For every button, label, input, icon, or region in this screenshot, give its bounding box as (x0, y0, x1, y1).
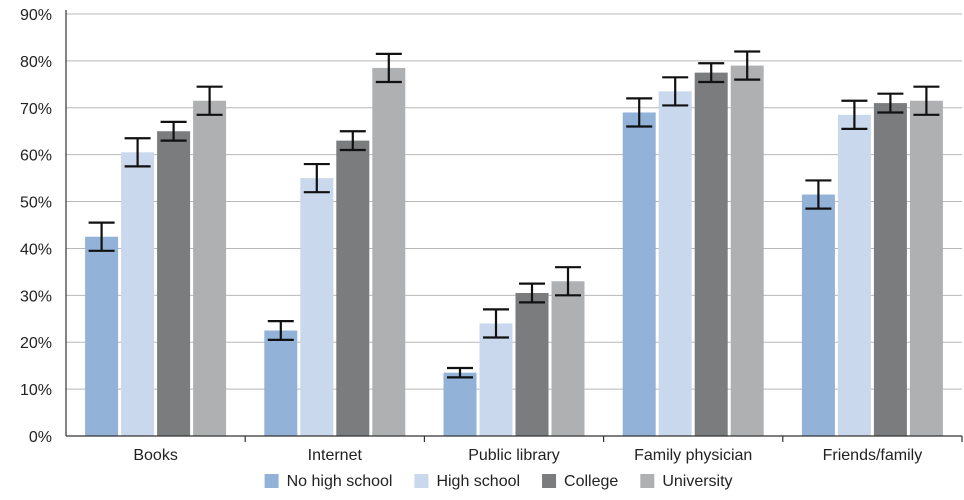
bars (85, 65, 943, 437)
bar (801, 194, 835, 436)
error-bars (88, 50, 940, 379)
error-bar (734, 50, 761, 81)
error-bar (662, 76, 689, 107)
error-bar (124, 137, 151, 168)
error-bar (339, 130, 366, 152)
x-tick-label: Public library (468, 447, 560, 464)
error-bar (555, 266, 581, 297)
bar (694, 72, 728, 436)
bar (622, 112, 656, 436)
legend-label: High school (436, 473, 520, 490)
y-tick-label: 50% (20, 195, 52, 212)
y-tick-label: 40% (20, 241, 52, 258)
error-bar (626, 97, 653, 128)
y-tick-label: 90% (20, 7, 52, 24)
y-axis-tick-labels: 0% 10% 20% 30% 40% 50% 60% 70% 80% 90% (20, 7, 52, 446)
error-bar (841, 99, 868, 130)
x-tick-label: Friends/family (823, 447, 923, 464)
bar (193, 100, 227, 436)
bar (658, 91, 692, 436)
bar (515, 292, 549, 436)
y-tick-label: 70% (20, 101, 52, 118)
error-bar (375, 52, 402, 84)
error-bar (519, 282, 545, 304)
y-tick-label: 60% (20, 148, 52, 165)
bar (551, 281, 585, 436)
error-bar (483, 308, 509, 339)
bar (443, 372, 477, 436)
bar (121, 152, 155, 437)
legend-swatch (264, 474, 279, 488)
y-tick-label: 10% (20, 382, 52, 399)
bar (372, 67, 406, 436)
bar (157, 131, 191, 436)
legend-label: University (662, 473, 732, 490)
bar (909, 100, 943, 436)
bar (85, 236, 119, 436)
y-tick-label: 0% (29, 429, 52, 446)
bar (873, 103, 907, 436)
legend-swatch (640, 474, 655, 488)
legend-swatch (414, 474, 429, 488)
bar (730, 65, 764, 437)
error-bar (698, 62, 725, 84)
bar (300, 178, 334, 436)
error-bar (196, 85, 223, 116)
bar (264, 330, 298, 436)
bar (336, 140, 370, 436)
error-bar (447, 366, 473, 379)
bar (479, 323, 513, 436)
legend: No high school High school College Universi… (264, 473, 733, 490)
y-tick-label: 20% (20, 335, 52, 352)
x-tick-label: Internet (308, 447, 363, 464)
legend-swatch (542, 474, 557, 488)
y-tick-label: 80% (20, 54, 52, 71)
error-bar (88, 221, 115, 252)
bar (837, 114, 871, 437)
error-bar (303, 162, 330, 194)
legend-label: No high school (287, 473, 393, 490)
error-bar (913, 85, 940, 116)
category-labels: Books Internet Public library Family physic… (133, 447, 922, 464)
x-tick-label: Family physician (634, 447, 752, 464)
error-bar (160, 120, 187, 142)
error-bar (805, 179, 832, 210)
legend-label: College (564, 473, 618, 490)
error-bar (267, 320, 294, 341)
x-tick-label: Books (133, 447, 177, 464)
y-tick-label: 30% (20, 288, 52, 305)
error-bar (877, 92, 904, 114)
x-axis (65, 10, 963, 442)
